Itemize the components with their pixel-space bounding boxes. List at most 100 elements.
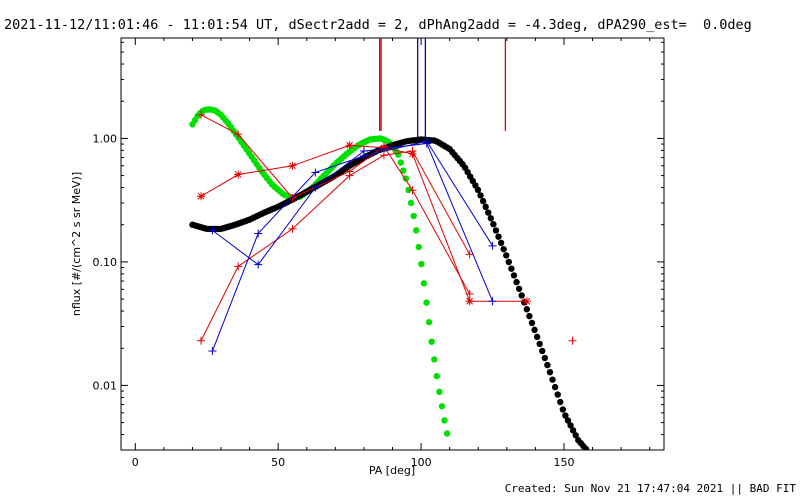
red-plus-marker: [197, 110, 206, 119]
axes-layer: 0 50 100 150 0.01 0.10 1.00: [93, 38, 664, 469]
blue-plus-marker: [422, 139, 431, 148]
black-fit-dot: [551, 383, 559, 391]
blue-series: [208, 139, 497, 306]
y-tick-label: 0.01: [93, 379, 118, 392]
black-fit-dot: [557, 398, 564, 406]
black-fit-dot: [549, 376, 556, 383]
black-series: [189, 136, 590, 450]
green-fit-dot: [433, 372, 440, 380]
blue-plus-marker: [488, 297, 497, 306]
blue-plus-marker: [208, 346, 217, 355]
red-series-line: [200, 150, 471, 341]
black-fit-dot: [582, 445, 590, 450]
green-fit-dot: [425, 318, 433, 326]
green-fit-dot: [405, 186, 412, 194]
black-fit-dot: [544, 361, 551, 369]
red-plus-marker: [234, 262, 243, 271]
red-plus-marker: [288, 193, 297, 202]
black-fit-dot: [477, 192, 484, 199]
black-fit-dot: [567, 422, 574, 429]
black-fit-dot: [559, 406, 567, 413]
black-fit-dot: [564, 417, 572, 424]
black-fit-dot: [531, 326, 538, 334]
series-layer: [189, 106, 590, 450]
green-fit-dot: [423, 299, 430, 306]
red-star-marker: [345, 141, 354, 150]
green-fit-dot: [418, 260, 425, 268]
x-tick-label: 50: [271, 456, 285, 469]
black-fit-dot: [497, 239, 505, 247]
green-fit-dot: [395, 151, 402, 158]
black-fit-dot: [500, 245, 507, 253]
black-fit-dot: [523, 306, 531, 313]
green-fit-dot: [413, 227, 420, 234]
red-plus-marker: [408, 147, 417, 156]
blue-series-line: [212, 142, 493, 302]
green-fit-dot: [400, 167, 407, 174]
green-fit-dot: [428, 338, 435, 345]
black-fit-dot: [572, 432, 579, 439]
x-tick-label: 0: [132, 456, 139, 469]
red-star-marker: [197, 192, 206, 201]
blue-plus-marker: [359, 147, 368, 156]
blue-plus-marker: [254, 229, 263, 238]
red-star-marker: [288, 161, 297, 170]
black-fit-dot: [503, 252, 510, 259]
blue-plus-marker: [311, 168, 320, 177]
created-footer: Created: Sun Nov 21 17:47:04 2021 || BAD…: [504, 482, 796, 495]
red-plus-marker: [197, 336, 206, 345]
black-fit-dot: [546, 368, 554, 376]
green-fit-dot: [431, 356, 438, 363]
black-fit-dot: [513, 278, 520, 286]
black-fit-dot: [533, 333, 541, 341]
red-series: [197, 110, 474, 298]
red-star-marker: [522, 297, 531, 306]
black-fit-dot: [487, 215, 495, 222]
red-plus-marker: [234, 130, 243, 139]
black-fit-dot: [510, 272, 518, 279]
black-fit-dot: [569, 427, 577, 434]
red-plus-marker: [465, 289, 474, 298]
black-fit-dot: [508, 265, 515, 272]
black-fit-dot: [539, 347, 546, 355]
green-fit-dot: [441, 417, 448, 424]
green-series: [189, 106, 451, 437]
blue-plus-marker: [254, 260, 263, 269]
y-tick-label: 1.00: [93, 132, 118, 145]
green-fit-dot: [415, 243, 422, 251]
green-fit-dot: [436, 388, 443, 396]
black-fit-dot: [518, 292, 525, 299]
red-plus-marker: [465, 250, 474, 259]
black-fit-dot: [482, 203, 489, 211]
y-axis-label: nflux [#/(cm^2 s sr MeV)]: [70, 172, 83, 316]
x-tick-label: 100: [411, 456, 432, 469]
black-fit-dot: [554, 391, 561, 398]
green-fit-dot: [410, 212, 417, 220]
green-fit-dot: [420, 280, 428, 287]
red-star-marker: [234, 170, 243, 179]
black-fit-dot: [562, 412, 569, 419]
black-fit-dot: [479, 197, 487, 205]
green-fit-dot: [438, 403, 446, 410]
black-fit-dot: [492, 227, 500, 234]
red-plus-marker: [568, 336, 577, 345]
red-plus-marker: [379, 142, 388, 151]
blue-series-line: [211, 140, 493, 352]
plot-frame: [120, 37, 665, 451]
black-fit-dot: [490, 220, 497, 228]
x-axis-label: PA [deg]: [369, 464, 415, 477]
vertical-markers: [378, 38, 507, 139]
black-fit-dot: [495, 233, 502, 240]
red-star-marker: [465, 297, 474, 306]
black-fit-dot: [536, 340, 543, 348]
red-plus-marker: [379, 151, 388, 160]
black-fit-dot: [505, 258, 513, 266]
green-fit-dot: [397, 159, 404, 166]
blue-plus-marker: [208, 226, 217, 235]
black-fit-dot: [541, 354, 549, 362]
black-fit-dot: [528, 319, 536, 327]
black-fit-dot: [474, 186, 482, 194]
red-plus-marker: [288, 224, 297, 233]
red-series: [568, 336, 577, 345]
